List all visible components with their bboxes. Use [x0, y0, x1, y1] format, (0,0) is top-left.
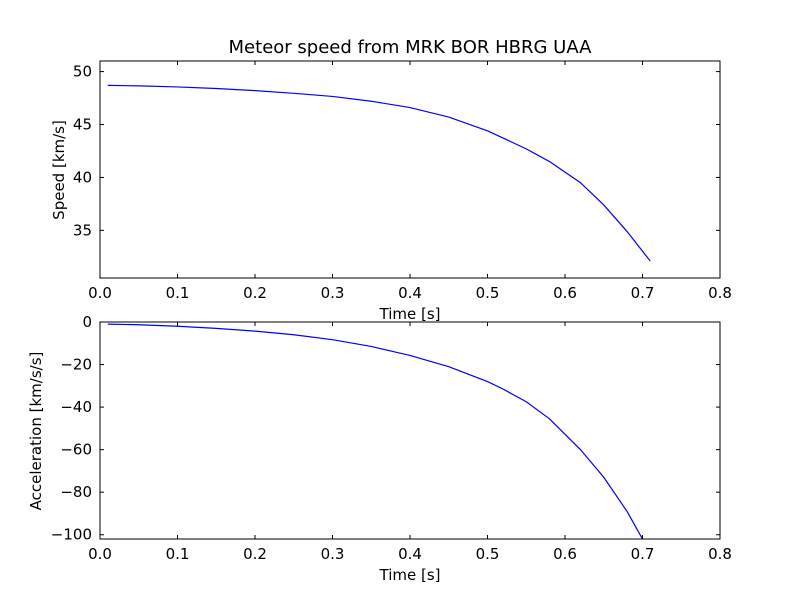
speed-x-tick-label: 0.1	[166, 284, 190, 302]
speed-y-tick-label: 35	[73, 221, 92, 239]
speed-x-tick-label: 0.5	[476, 284, 500, 302]
acceleration-y-tick-label: −40	[60, 398, 92, 416]
speed-ticks: 0.0 0.1 0.2 0.3 0.4 0.5 0.6 0.7 0.8 35 40 45 50	[73, 61, 732, 302]
acceleration-y-tick-label: 0	[82, 313, 92, 331]
speed-y-tick-label: 40	[73, 168, 92, 186]
acceleration-x-tick-label: 0.8	[708, 545, 732, 563]
speed-x-tick-label: 0.3	[321, 284, 345, 302]
speed-marks	[107, 84, 651, 262]
acceleration-y-axis-label: Acceleration [km/s/s]	[27, 352, 45, 511]
acceleration-x-tick-label: 0.6	[553, 545, 577, 563]
acceleration-x-tick-label: 0.0	[88, 545, 112, 563]
speed-x-tick-label: 0.7	[631, 284, 655, 302]
speed-x-tick-label: 0.8	[708, 284, 732, 302]
acceleration-x-tick-label: 0.3	[321, 545, 345, 563]
acceleration-y-tick-label: −80	[60, 483, 92, 501]
acceleration-panel: 0.0 0.1 0.2 0.3 0.4 0.5 0.6 0.7 0.8 0 −20 −40 −60 −80…	[27, 313, 732, 584]
speed-x-tick-label: 0.0	[88, 284, 112, 302]
acceleration-x-tick-label: 0.5	[476, 545, 500, 563]
acceleration-x-tick-label: 0.4	[398, 545, 422, 563]
acceleration-series-line	[107, 323, 644, 539]
acceleration-ticks: 0.0 0.1 0.2 0.3 0.4 0.5 0.6 0.7 0.8 0 −20 −40 −60 −80…	[51, 313, 732, 563]
speed-x-tick-label: 0.6	[553, 284, 577, 302]
speed-y-tick-label: 45	[73, 116, 92, 134]
acceleration-x-tick-label: 0.7	[631, 545, 655, 563]
speed-x-axis-label: Time [s]	[379, 305, 441, 323]
speed-x-tick-label: 0.4	[398, 284, 422, 302]
speed-y-tick-label: 50	[73, 63, 92, 81]
acceleration-x-tick-label: 0.1	[166, 545, 190, 563]
acceleration-x-tick-label: 0.2	[243, 545, 267, 563]
acceleration-y-tick-label: −60	[60, 441, 92, 459]
acceleration-marks	[107, 323, 644, 539]
speed-series-line	[107, 84, 651, 262]
speed-x-tick-label: 0.2	[243, 284, 267, 302]
acceleration-x-axis-label: Time [s]	[379, 566, 441, 584]
acceleration-y-tick-label: −100	[51, 526, 92, 544]
acceleration-y-tick-label: −20	[60, 356, 92, 374]
speed-panel: Meteor speed from MRK BOR HBRG UAA 0.0 0.…	[50, 37, 732, 323]
speed-y-axis-label: Speed [km/s]	[50, 120, 68, 220]
chart-title: Meteor speed from MRK BOR HBRG UAA	[229, 37, 593, 58]
